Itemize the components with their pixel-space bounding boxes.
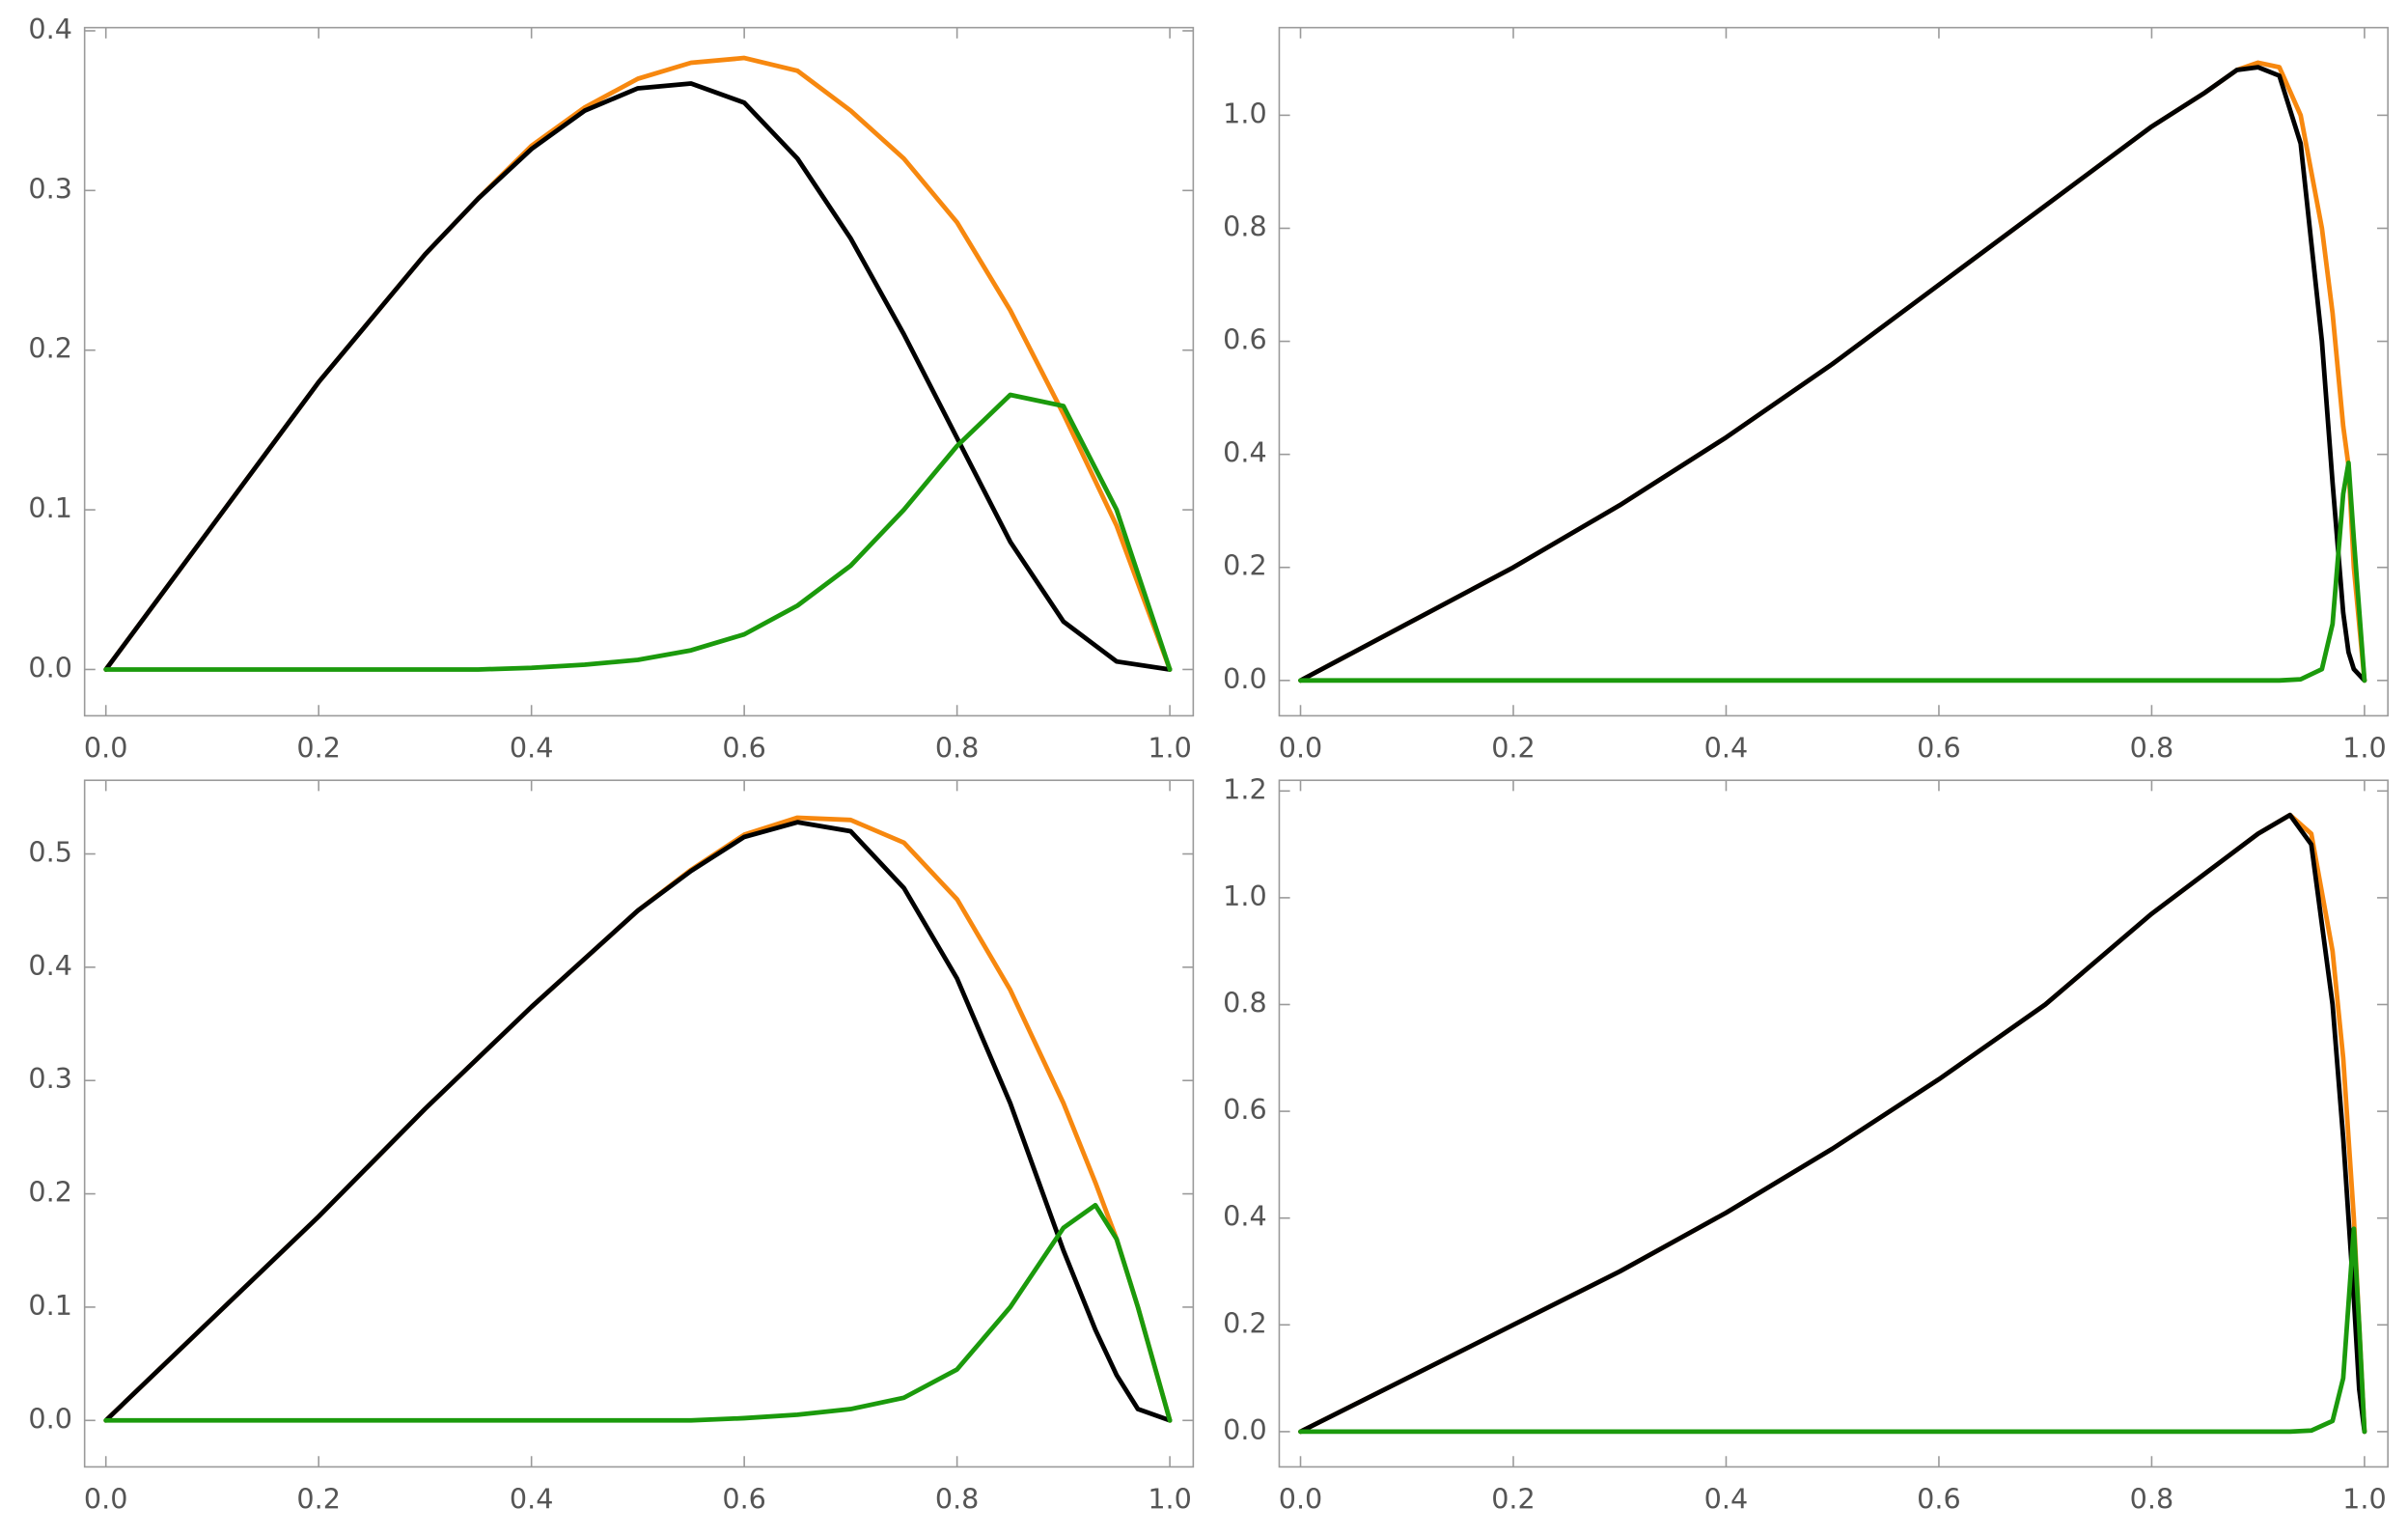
x-tick-label: 0.8 (2130, 1482, 2174, 1515)
y-tick-label: 0.6 (1223, 323, 1267, 356)
panel: 0.0 0.2 0.4 0.6 0.8 1.0 0.0 0.2 0.4 0.6 0.8 1.0 1.2 (1223, 772, 2389, 1515)
series-line (103, 820, 1173, 1423)
plot-frame (83, 26, 1195, 717)
x-tick-label: 0.0 (1279, 1482, 1323, 1515)
y-tick-label: 0.8 (1223, 209, 1267, 242)
x-tick-label: 0.4 (1704, 1482, 1749, 1515)
y-tick-label: 0.8 (1223, 986, 1267, 1019)
y-tick-label: 1.2 (1223, 772, 1267, 805)
y-tick-label: 0.0 (1223, 1413, 1267, 1446)
x-tick-label: 1.0 (2342, 731, 2387, 764)
plot-frame (83, 779, 1195, 1468)
y-tick-label: 0.4 (28, 13, 72, 45)
x-tick-label: 0.6 (1917, 1482, 1961, 1515)
series-line (1298, 65, 2367, 684)
y-tick-label: 0.0 (28, 1402, 72, 1435)
series-line (103, 55, 1173, 672)
x-tick-label: 1.0 (2342, 1482, 2387, 1515)
x-tick-label: 0.6 (722, 1482, 766, 1515)
panel: 0.0 0.2 0.4 0.6 0.8 1.0 0.0 0.1 0.2 0.3 0.4 0.5 (28, 779, 1195, 1515)
series-line (1298, 812, 2367, 1435)
y-tick-label: 0.1 (28, 1289, 72, 1322)
panel: 0.0 0.2 0.4 0.6 0.8 1.0 0.0 0.2 0.4 0.6 0.8 1.0 (1223, 26, 2389, 764)
y-tick-label: 0.2 (28, 332, 72, 365)
y-tick-label: 0.4 (1223, 436, 1267, 469)
panel: 0.0 0.2 0.4 0.6 0.8 1.0 0.0 0.1 0.2 0.3 0.4 (28, 13, 1195, 764)
y-tick-label: 0.6 (1223, 1093, 1267, 1126)
x-tick-label: 0.2 (1491, 731, 1536, 764)
series-line (103, 392, 1173, 672)
y-tick-label: 0.3 (28, 172, 72, 205)
plot-frame (1278, 779, 2389, 1468)
y-tick-label: 0.5 (28, 836, 72, 869)
y-tick-label: 0.0 (28, 651, 72, 684)
plot-frame (1278, 26, 2389, 717)
y-tick-label: 0.2 (28, 1176, 72, 1209)
x-tick-label: 0.2 (296, 731, 341, 764)
x-tick-label: 0.8 (935, 1482, 980, 1515)
series-line (103, 1202, 1173, 1423)
y-tick-label: 1.0 (1223, 880, 1267, 912)
x-tick-label: 0.2 (1491, 1482, 1536, 1515)
y-tick-label: 0.2 (1223, 1306, 1267, 1339)
x-tick-label: 0.8 (2130, 731, 2174, 764)
x-tick-label: 0.0 (84, 731, 128, 764)
x-tick-label: 0.0 (1279, 731, 1323, 764)
series-line (1298, 461, 2367, 684)
y-tick-label: 0.3 (28, 1062, 72, 1095)
y-tick-label: 1.0 (1223, 97, 1267, 129)
series-line (1298, 1226, 2367, 1435)
x-tick-label: 0.6 (1917, 731, 1961, 764)
series-line (1298, 812, 2367, 1435)
x-tick-label: 0.4 (510, 731, 554, 764)
x-tick-label: 0.8 (935, 731, 980, 764)
y-tick-label: 0.1 (28, 491, 72, 524)
y-tick-label: 0.4 (28, 949, 72, 982)
x-tick-label: 1.0 (1148, 1482, 1192, 1515)
x-tick-label: 1.0 (1148, 731, 1192, 764)
x-tick-label: 0.6 (722, 731, 766, 764)
y-tick-label: 0.4 (1223, 1200, 1267, 1233)
x-tick-label: 0.4 (1704, 731, 1749, 764)
x-tick-label: 0.4 (510, 1482, 554, 1515)
y-tick-label: 0.0 (1223, 662, 1267, 695)
series-line (1298, 60, 2367, 684)
y-tick-label: 0.2 (1223, 549, 1267, 582)
x-tick-label: 0.0 (84, 1482, 128, 1515)
x-tick-label: 0.2 (296, 1482, 341, 1515)
series-line (103, 81, 1173, 672)
